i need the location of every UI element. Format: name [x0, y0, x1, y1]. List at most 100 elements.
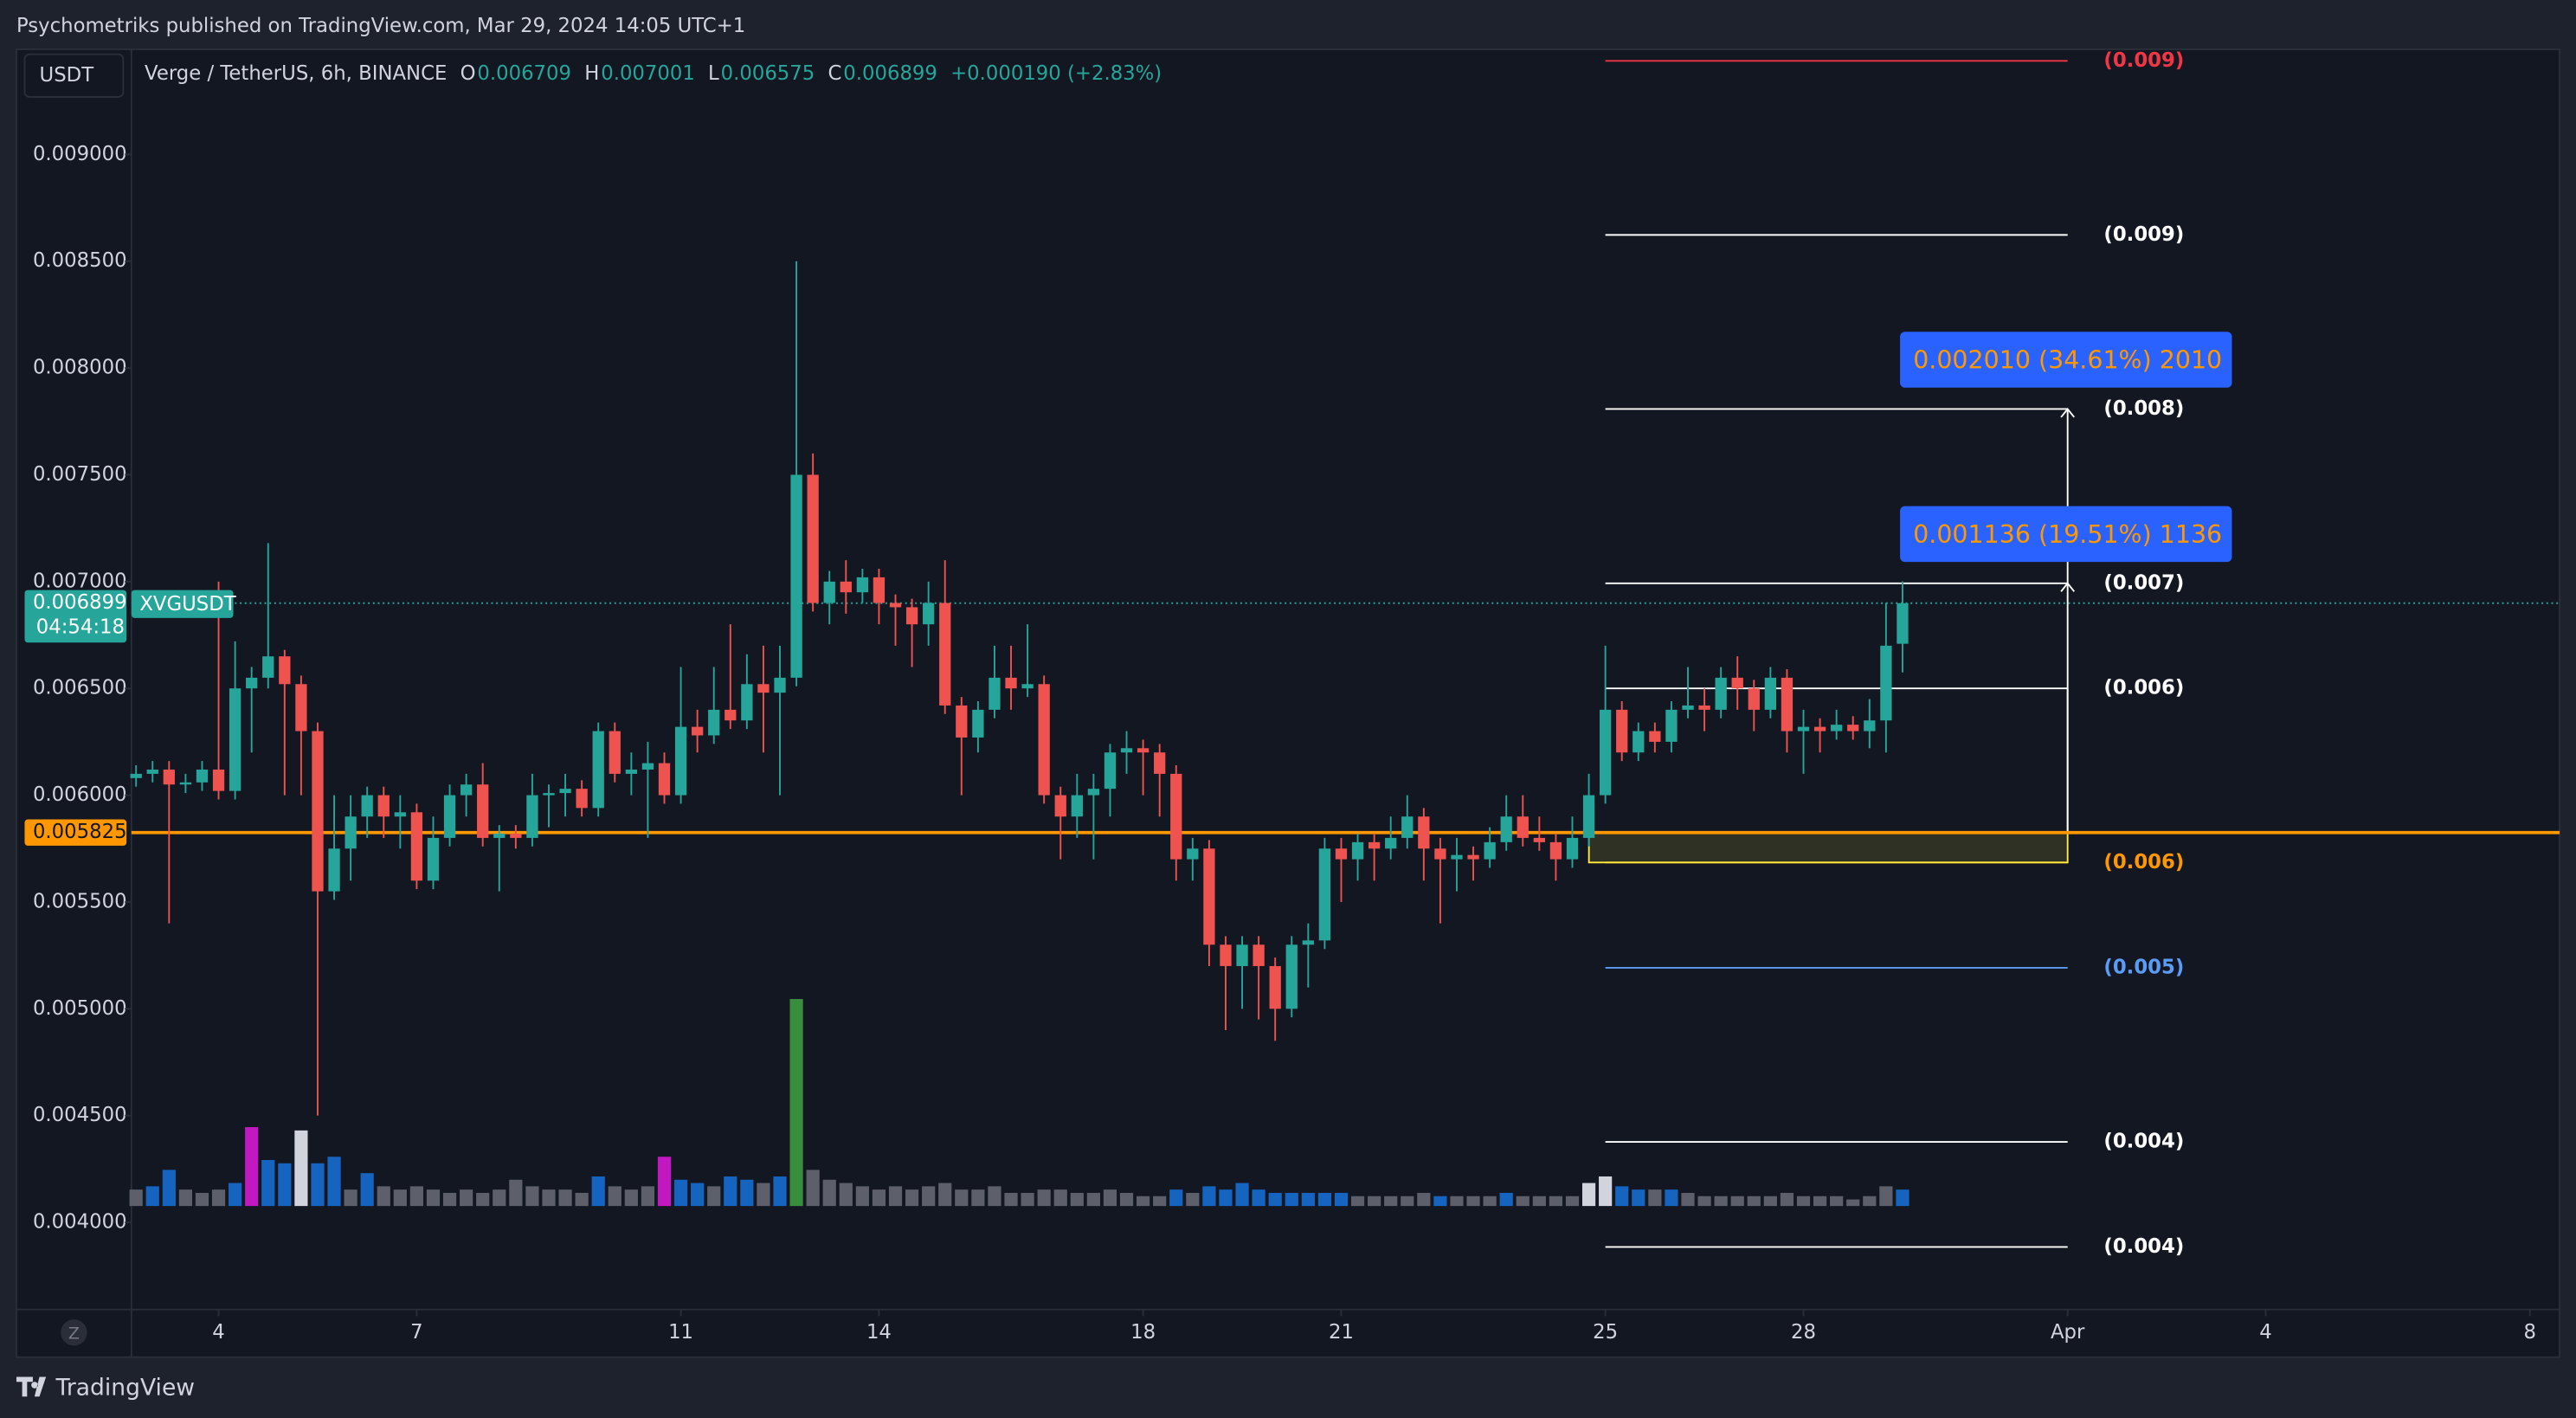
- volume-bar: [1086, 1192, 1100, 1207]
- x-tick-label: 28: [1791, 1321, 1816, 1344]
- candle-body: [377, 795, 390, 817]
- volume-bar: [1879, 1186, 1893, 1207]
- volume-bar: [608, 1186, 621, 1207]
- volume-bar: [1896, 1189, 1909, 1207]
- volume-bar: [278, 1163, 292, 1207]
- volume-bar: [1186, 1192, 1200, 1207]
- candle-body: [1451, 854, 1463, 860]
- candle-body: [609, 731, 621, 774]
- currency-button[interactable]: [23, 53, 125, 98]
- y-tick-label: 0.008000: [33, 357, 127, 379]
- volume-bar: [1252, 1189, 1265, 1207]
- measure-box: [1900, 506, 2232, 563]
- volume-bar: [1615, 1186, 1629, 1207]
- candle-body: [1434, 848, 1446, 860]
- candle-body: [1847, 725, 1859, 732]
- candle-body: [790, 474, 802, 678]
- candle-body: [1797, 726, 1810, 732]
- countdown-label: 04:54:18: [36, 616, 125, 639]
- chart-pane: [16, 48, 2560, 1358]
- candle-body: [1566, 837, 1579, 860]
- measure-box: [1900, 332, 2232, 388]
- candle-body: [1220, 944, 1232, 966]
- candle-body: [823, 581, 835, 603]
- candle-body: [1351, 841, 1364, 860]
- volume-bar: [1285, 1192, 1298, 1207]
- volume-bar: [1021, 1192, 1034, 1207]
- z-button[interactable]: [61, 1319, 87, 1346]
- volume-bar: [1665, 1189, 1678, 1207]
- fib-label: (0.004): [2103, 1131, 2184, 1153]
- candle-body: [807, 474, 819, 603]
- fib-label: (0.005): [2103, 956, 2184, 978]
- volume-bar: [1697, 1196, 1711, 1207]
- candle-body: [1385, 837, 1397, 849]
- volume-bar: [1053, 1189, 1067, 1207]
- y-tick-label: 0.004000: [33, 1211, 127, 1234]
- volume-bar: [245, 1127, 259, 1207]
- candle-body: [1731, 677, 1743, 689]
- volume-bar: [509, 1179, 523, 1207]
- candle-body: [889, 603, 902, 608]
- candle-body: [1649, 731, 1661, 742]
- volume-bar: [344, 1189, 357, 1207]
- volume-bar: [460, 1189, 473, 1207]
- volume-bar: [311, 1163, 325, 1207]
- candle-body: [543, 793, 555, 796]
- volume-bar: [1417, 1192, 1431, 1207]
- volume-bar: [773, 1176, 787, 1207]
- volume-bar: [1499, 1192, 1513, 1207]
- legend-key: L: [708, 62, 719, 85]
- volume-bar: [1268, 1192, 1282, 1207]
- y-tick-label: 0.007500: [33, 463, 127, 486]
- measure-label: 0.001136 (19.51%) 1136: [1913, 520, 2222, 549]
- volume-bar: [757, 1183, 770, 1207]
- volume-bar: [1317, 1192, 1331, 1207]
- z-label[interactable]: Z: [68, 1325, 80, 1344]
- x-tick-label: 4: [2259, 1321, 2271, 1344]
- currency-label[interactable]: USDT: [40, 64, 94, 87]
- volume-bar: [988, 1186, 1001, 1207]
- candle-body: [328, 848, 340, 892]
- candle-body: [1104, 752, 1117, 790]
- legend-change: +0.000190 (+2.83%): [950, 62, 1162, 85]
- volume-bar: [1730, 1196, 1744, 1207]
- measure-arrow: [2060, 582, 2076, 592]
- volume-bar: [409, 1186, 424, 1207]
- candle-body: [692, 726, 704, 736]
- x-tick-label: Apr: [2051, 1321, 2085, 1344]
- volume-bar: [145, 1186, 159, 1207]
- candle-body: [1302, 940, 1314, 945]
- volume-bar: [229, 1183, 242, 1207]
- candle-body: [212, 769, 225, 791]
- candle-body: [856, 577, 869, 593]
- fib-label: (0.009): [2103, 223, 2184, 246]
- candle-body: [1253, 944, 1265, 966]
- volume-bar: [1350, 1196, 1365, 1207]
- tv-logo: [16, 1376, 47, 1397]
- volume-bar: [1433, 1196, 1447, 1207]
- candle-body: [1764, 677, 1777, 710]
- candle-body: [1467, 854, 1479, 860]
- volume-bar: [442, 1192, 457, 1207]
- volume-bar: [1384, 1196, 1398, 1207]
- volume-bar: [641, 1186, 655, 1207]
- candle-body: [1154, 752, 1166, 774]
- measure-arrow: [2060, 407, 2076, 418]
- volume-bar: [888, 1186, 903, 1207]
- legend: Verge / TetherUS, 6h, BINANCE O 0.006709 H 0…: [145, 62, 1162, 85]
- volume-bar: [938, 1183, 952, 1207]
- legend-value: 0.006575: [721, 62, 815, 85]
- x-tick-label: 25: [1593, 1321, 1618, 1344]
- volume-bar: [691, 1183, 705, 1207]
- volume-bar: [822, 1179, 836, 1207]
- candle-body: [641, 763, 654, 770]
- volume-bar: [178, 1189, 192, 1207]
- candle-body: [410, 812, 423, 881]
- volume-bar: [1137, 1196, 1150, 1207]
- volume-bar: [1219, 1189, 1233, 1207]
- volume-bar: [1004, 1192, 1018, 1207]
- candle-body: [312, 731, 324, 892]
- candle-body: [179, 782, 192, 785]
- volume-bar: [261, 1159, 275, 1207]
